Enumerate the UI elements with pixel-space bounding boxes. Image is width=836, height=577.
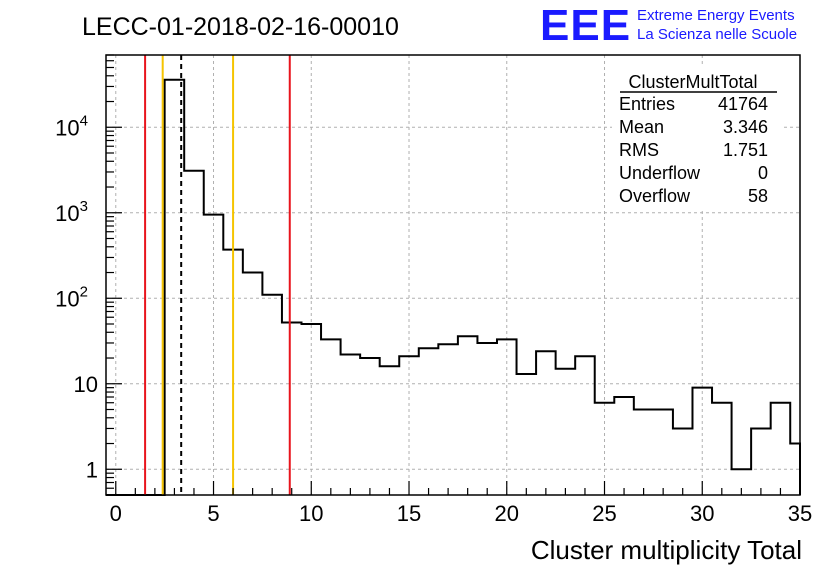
histogram-bin [360,358,380,495]
histogram-bin [614,397,634,495]
histogram-bars [106,78,801,496]
y-tick-label: 102 [55,283,88,311]
histogram-bin [399,356,419,495]
plot-title: LECC-01-2018-02-16-00010 [82,13,399,41]
histogram-bin [634,409,654,495]
histogram-bin [341,354,361,495]
logo-line-2: La Scienza nelle Scuole [637,26,797,43]
x-axis-label: Cluster multiplicity Total [531,535,802,565]
histogram-bin [673,428,693,495]
histogram-bin [243,273,263,495]
histogram-bin [497,339,517,495]
histogram-bin [575,356,595,495]
histogram-bin [458,336,478,495]
x-tick-label: 10 [299,501,323,526]
histogram-bin [556,369,576,495]
stats-box: ClusterMultTotal Entries 41764 Mean 3.346 RM… [612,66,782,208]
x-axis: 0 5 10 15 20 25 30 35 [110,481,812,526]
histogram-bin [380,366,400,495]
histogram-bin [477,343,497,495]
logo-line-1: Extreme Energy Events [637,7,795,24]
histogram-bin [438,344,458,495]
histogram-bin [771,403,791,495]
stats-label: RMS [619,140,659,160]
marker-lines [144,55,291,495]
y-axis: 1 10 102 103 104 [55,54,122,496]
histogram-bin [419,348,439,495]
stats-label: Mean [619,117,664,137]
histogram-bin [165,80,185,495]
histogram-bin [262,295,282,495]
histogram-bin [321,339,341,495]
stats-value: 3.346 [723,117,768,137]
histogram-bin [653,409,673,495]
y-tick-label: 103 [55,198,88,226]
histogram-bin [536,351,556,495]
histogram-bin [751,428,771,495]
plot-frame [105,54,801,496]
histogram-bin [712,403,732,495]
x-tick-label: 30 [690,501,714,526]
histogram-bin [282,323,302,495]
stats-value: 58 [748,186,768,206]
histogram-outline [106,78,801,496]
histogram-bin [790,444,800,495]
histogram-bin [301,324,321,495]
stats-value: 41764 [718,94,768,114]
stats-value: 1.751 [723,140,768,160]
eee-logo: EEE [540,1,631,50]
x-tick-label: 15 [397,501,421,526]
x-tick-label: 35 [788,501,812,526]
stats-title: ClusterMultTotal [628,72,757,92]
stats-label: Underflow [619,163,701,183]
x-tick-label: 0 [110,501,122,526]
y-tick-label: 10 [74,372,98,397]
stats-label: Entries [619,94,675,114]
x-tick-label: 20 [495,501,519,526]
histogram-bin [692,388,712,495]
x-tick-label: 25 [592,501,616,526]
histogram-bin [517,374,537,495]
stats-value: 0 [758,163,768,183]
stats-label: Overflow [619,186,691,206]
x-tick-label: 5 [207,501,219,526]
y-tick-label: 1 [86,457,98,482]
y-tick-label: 104 [55,112,88,140]
histogram-bin [184,171,204,495]
histogram-bin [204,215,224,495]
